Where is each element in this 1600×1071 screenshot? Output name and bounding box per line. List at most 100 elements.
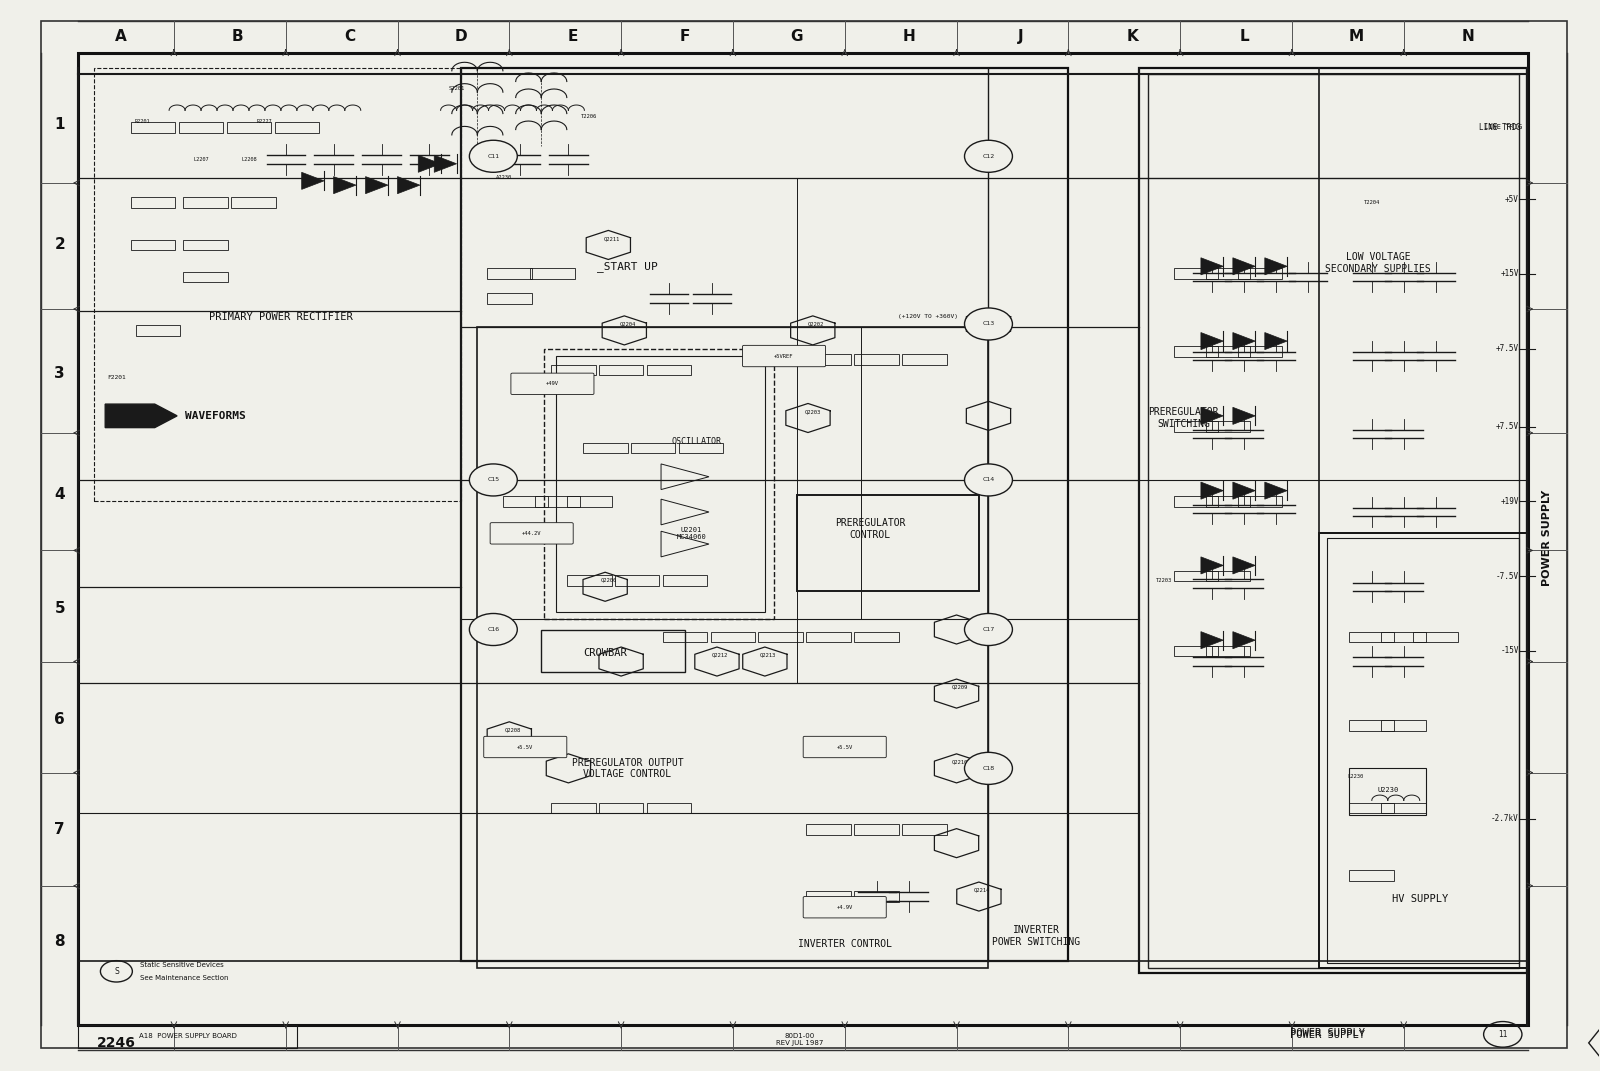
Text: PREREGULATOR
SWITCHING: PREREGULATOR SWITCHING	[1149, 407, 1219, 428]
Text: +4.9V: +4.9V	[837, 905, 853, 909]
Text: F2201: F2201	[107, 375, 126, 380]
Bar	[806, 632, 851, 643]
FancyBboxPatch shape	[803, 896, 886, 918]
Bar	[806, 891, 851, 902]
Text: -2.7kV: -2.7kV	[1491, 814, 1518, 824]
Bar	[534, 496, 579, 507]
Text: +19V: +19V	[1501, 497, 1518, 506]
Bar	[550, 802, 595, 813]
Bar	[1174, 646, 1219, 657]
Bar	[598, 364, 643, 375]
Bar	[1149, 74, 1518, 968]
Bar	[854, 353, 899, 364]
FancyBboxPatch shape	[803, 737, 886, 757]
Bar	[541, 630, 685, 673]
Text: S: S	[114, 967, 118, 976]
Text: R2227: R2227	[258, 119, 272, 123]
Text: LINE TRIG: LINE TRIG	[1478, 123, 1520, 132]
Bar	[94, 67, 461, 501]
Bar	[1381, 632, 1426, 643]
Text: 11: 11	[1498, 1030, 1507, 1039]
Bar	[806, 353, 851, 364]
Polygon shape	[302, 172, 325, 190]
Text: Q2202: Q2202	[808, 321, 824, 327]
Text: +5V: +5V	[1506, 195, 1518, 203]
Text: L: L	[1240, 29, 1250, 44]
Bar	[1349, 632, 1394, 643]
FancyBboxPatch shape	[742, 345, 826, 366]
Text: T2206: T2206	[581, 115, 597, 119]
Polygon shape	[1202, 632, 1224, 649]
Bar	[1349, 768, 1426, 815]
Text: +7.5V: +7.5V	[1496, 422, 1518, 431]
Text: -7.5V: -7.5V	[1496, 572, 1518, 580]
Polygon shape	[1264, 482, 1286, 499]
Text: C: C	[344, 29, 355, 44]
Text: Q2208: Q2208	[504, 727, 520, 733]
Polygon shape	[1234, 482, 1256, 499]
Text: +5VREF: +5VREF	[774, 353, 794, 359]
Text: U2201
MC34060: U2201 MC34060	[677, 527, 706, 540]
Text: Q2213: Q2213	[760, 652, 776, 658]
Polygon shape	[1202, 407, 1224, 424]
Bar	[1139, 67, 1526, 974]
Bar	[902, 353, 947, 364]
Bar	[1174, 421, 1219, 432]
Text: 7: 7	[54, 821, 66, 836]
Text: +44.2V: +44.2V	[522, 531, 541, 536]
Text: 5: 5	[54, 601, 66, 616]
Bar	[184, 240, 229, 251]
Text: Q2211: Q2211	[603, 236, 619, 241]
Text: HV SUPPLY: HV SUPPLY	[1392, 893, 1448, 904]
Bar	[136, 326, 181, 335]
Text: +5.5V: +5.5V	[517, 744, 533, 750]
Text: PRIMARY POWER RECTIFIER: PRIMARY POWER RECTIFIER	[210, 312, 352, 321]
Text: C16: C16	[488, 627, 499, 632]
Text: B: B	[232, 29, 243, 44]
Bar	[1174, 346, 1219, 357]
Bar	[1381, 802, 1426, 813]
Bar	[662, 632, 707, 643]
Text: PREREGULATOR
CONTROL: PREREGULATOR CONTROL	[835, 518, 906, 540]
Text: 2246: 2246	[98, 1036, 136, 1050]
Text: +49V: +49V	[546, 381, 558, 387]
Polygon shape	[1234, 557, 1256, 574]
Text: L2230: L2230	[1347, 774, 1363, 780]
Polygon shape	[1264, 258, 1286, 275]
Polygon shape	[418, 155, 440, 172]
Bar	[1206, 571, 1251, 582]
Bar	[710, 632, 755, 643]
Text: -15V: -15V	[1501, 647, 1518, 655]
Text: POWER SUPPLY: POWER SUPPLY	[1290, 1028, 1365, 1038]
Text: +15V: +15V	[1501, 269, 1518, 278]
Text: C13: C13	[982, 321, 995, 327]
Bar	[550, 364, 595, 375]
Polygon shape	[1234, 332, 1256, 349]
Polygon shape	[334, 177, 355, 194]
Bar	[131, 197, 176, 208]
Circle shape	[469, 464, 517, 496]
Text: Q2203: Q2203	[805, 409, 821, 414]
Bar	[662, 575, 707, 586]
Bar	[566, 496, 611, 507]
Text: CROWBAR: CROWBAR	[584, 648, 627, 658]
Text: 2: 2	[54, 238, 66, 253]
Text: L2207: L2207	[194, 157, 210, 162]
Bar	[486, 293, 531, 304]
Bar	[854, 632, 899, 643]
Text: M: M	[1349, 29, 1363, 44]
Bar	[1206, 346, 1251, 357]
Bar	[614, 575, 659, 586]
Polygon shape	[1202, 482, 1224, 499]
Bar	[530, 269, 574, 280]
Polygon shape	[1202, 557, 1224, 574]
Circle shape	[965, 614, 1013, 646]
Polygon shape	[1264, 332, 1286, 349]
Text: C15: C15	[488, 478, 499, 482]
Bar	[131, 122, 176, 133]
Text: 3: 3	[54, 365, 66, 380]
Circle shape	[965, 140, 1013, 172]
Bar	[1174, 571, 1219, 582]
Circle shape	[469, 614, 517, 646]
Text: N: N	[1461, 29, 1474, 44]
